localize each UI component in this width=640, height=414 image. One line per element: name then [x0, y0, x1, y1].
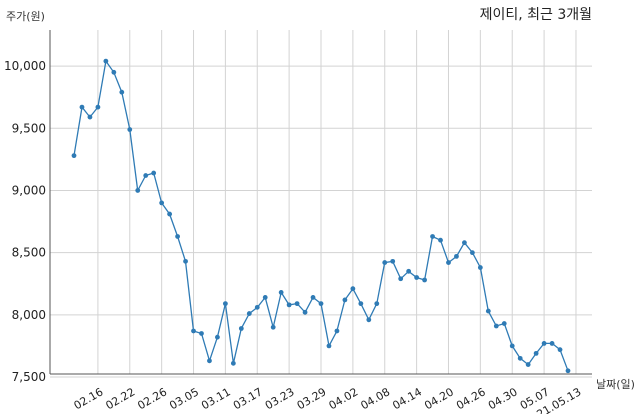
x-tick-label: 02.22 [103, 385, 137, 412]
data-point [406, 268, 412, 274]
x-axis-label: 날짜(일) [596, 378, 635, 391]
x-tick-label: 02.26 [135, 385, 169, 412]
x-tick-label: 03.05 [167, 385, 201, 412]
x-tick-label: 04.08 [358, 385, 392, 412]
data-point [398, 276, 404, 282]
x-tick-label: 03.29 [295, 385, 329, 412]
data-point [310, 295, 316, 300]
y-tick-label: 10,000 [4, 59, 46, 73]
data-point [175, 234, 180, 239]
data-point [143, 173, 149, 178]
data-point [167, 211, 173, 217]
data-point [390, 258, 396, 264]
x-tick-label: 04.30 [486, 385, 520, 412]
x-tick-label: 03.11 [199, 385, 233, 412]
data-point [358, 301, 364, 307]
data-point [270, 324, 276, 330]
data-point [230, 360, 236, 366]
data-point [318, 301, 324, 307]
data-point [334, 328, 340, 334]
data-point [342, 297, 348, 303]
data-point [286, 302, 292, 308]
data-point [135, 188, 141, 193]
x-tick-label: 03.17 [231, 385, 265, 412]
data-point [366, 317, 372, 323]
data-point [246, 311, 252, 316]
y-tick-label: 8,000 [12, 308, 46, 322]
data-point [207, 358, 212, 364]
data-point [438, 237, 443, 243]
data-point [302, 309, 308, 315]
data-point [422, 277, 427, 283]
data-point [183, 258, 188, 264]
data-point [119, 89, 125, 95]
data-point [557, 347, 563, 353]
data-point [517, 355, 523, 361]
y-tick-label: 9,500 [12, 121, 46, 135]
data-point [382, 260, 388, 265]
data-point [509, 343, 515, 349]
data-point [238, 326, 244, 331]
x-tick-label: 03.23 [263, 385, 297, 412]
data-point [446, 260, 451, 265]
y-tick-label: 8,500 [12, 246, 46, 260]
data-point [151, 170, 157, 176]
data-point [414, 275, 420, 280]
data-point [350, 286, 356, 292]
x-tick-label: 04.14 [390, 385, 424, 412]
data-point [533, 350, 539, 356]
data-point [199, 331, 204, 336]
data-point [430, 234, 435, 239]
y-axis-label: 주가(원) [6, 10, 45, 23]
data-point [254, 304, 260, 310]
data-point [95, 104, 101, 110]
y-tick-label: 9,000 [12, 183, 46, 197]
data-point [79, 104, 85, 110]
data-point [222, 301, 228, 307]
data-point [215, 334, 220, 340]
y-tick-label: 7,500 [12, 370, 46, 384]
data-point [374, 301, 380, 307]
data-point [262, 295, 268, 300]
x-tick-label: 04.20 [422, 385, 456, 412]
data-point [87, 114, 93, 120]
data-point [294, 301, 300, 307]
data-point [493, 323, 499, 329]
data-point [326, 343, 332, 349]
data-point [71, 153, 77, 159]
data-point [565, 368, 571, 374]
data-point [501, 321, 507, 326]
data-point [127, 127, 133, 132]
data-point [477, 265, 483, 270]
data-point [159, 200, 165, 206]
data-point [278, 290, 284, 295]
data-point [454, 253, 459, 259]
data-point [191, 328, 196, 334]
data-point [111, 69, 117, 75]
x-tick-label: 04.26 [454, 385, 488, 412]
data-point [525, 362, 531, 367]
data-point [549, 341, 555, 346]
data-point [462, 240, 467, 246]
x-tick-label: 02.16 [72, 385, 106, 412]
data-point [103, 58, 109, 64]
chart-title: 제이티, 최근 3개월 [479, 7, 592, 23]
data-point [469, 250, 475, 256]
data-point [485, 308, 491, 314]
data-point [541, 341, 547, 346]
x-tick-label: 04.02 [327, 385, 361, 412]
